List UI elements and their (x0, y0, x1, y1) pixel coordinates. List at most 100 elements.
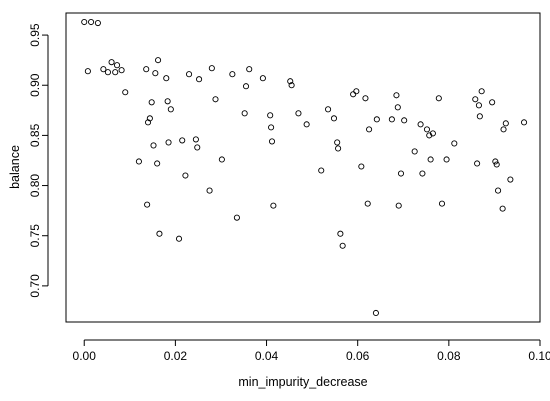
data-point (246, 66, 253, 73)
data-point (148, 99, 155, 106)
data-point (339, 242, 346, 249)
data-point (268, 138, 276, 145)
data-point (520, 119, 528, 126)
y-tick-label: 0.75 (28, 224, 42, 248)
data-point (108, 59, 115, 66)
x-axis-title: min_impurity_decrease (238, 375, 367, 389)
data-point (499, 205, 506, 212)
data-point (451, 140, 458, 147)
data-point (397, 170, 405, 177)
data-point (122, 89, 129, 96)
data-point (206, 187, 213, 194)
data-point (303, 121, 310, 128)
data-point (84, 68, 91, 75)
data-point (350, 91, 357, 98)
data-point (192, 136, 199, 143)
data-point (152, 70, 159, 77)
data-point (429, 130, 436, 137)
data-point (476, 113, 483, 120)
data-point (144, 201, 151, 208)
data-point (194, 144, 201, 151)
data-point (364, 200, 371, 207)
y-tick-label: 0.85 (28, 123, 42, 147)
data-point (270, 202, 277, 209)
y-axis-title: balance (8, 145, 22, 189)
data-point (154, 160, 161, 167)
y-tick-label: 0.70 (28, 274, 42, 298)
data-point (268, 124, 275, 131)
data-point (288, 82, 295, 89)
data-point (100, 66, 107, 73)
data-point (502, 120, 509, 127)
data-point (493, 161, 500, 168)
data-point (492, 158, 499, 165)
data-point (229, 71, 236, 78)
x-tick-label: 0.08 (437, 349, 461, 363)
data-point (337, 230, 344, 237)
data-point (475, 102, 482, 109)
data-point (372, 309, 379, 317)
data-point (334, 139, 341, 146)
data-point (218, 156, 225, 163)
data-point (287, 78, 294, 85)
data-point (112, 69, 119, 76)
data-point (427, 156, 434, 163)
y-tick-label: 0.90 (28, 73, 42, 97)
plot-box (65, 12, 541, 323)
x-tick-label: 0.06 (346, 349, 370, 363)
data-point (388, 116, 395, 123)
data-point (81, 18, 88, 26)
data-point (259, 75, 266, 82)
data-point (179, 137, 186, 144)
data-point (423, 126, 431, 133)
data-point (435, 95, 442, 102)
data-point (474, 160, 481, 167)
data-point (233, 214, 240, 221)
y-axis: 0.70 0.75 0.80 0.85 0.90 0.95 (28, 23, 49, 298)
data-point (373, 116, 380, 123)
data-point (156, 230, 163, 237)
data-point (335, 145, 342, 152)
x-axis: 0.00 0.02 0.04 0.06 0.08 0.10 (73, 339, 550, 363)
data-point (146, 115, 153, 122)
data-point (507, 176, 514, 183)
data-point (478, 88, 485, 95)
data-point (163, 75, 170, 82)
data-point (267, 112, 274, 119)
data-point (353, 88, 360, 95)
data-point (186, 71, 193, 78)
data-point (165, 139, 172, 146)
data-point (330, 115, 338, 122)
data-point (366, 126, 373, 133)
data-point (358, 163, 365, 170)
data-point (135, 158, 142, 165)
data-point (208, 65, 215, 72)
data-point (94, 19, 101, 27)
data-point (362, 95, 369, 102)
data-point (118, 67, 125, 74)
data-point (325, 106, 332, 113)
data-points (81, 18, 528, 317)
data-point (241, 110, 248, 117)
data-point (88, 18, 95, 26)
data-point (438, 200, 446, 207)
data-point (395, 202, 402, 209)
x-tick-label: 0.04 (255, 349, 279, 363)
data-point (500, 126, 507, 133)
data-point (196, 76, 203, 83)
data-point (295, 110, 302, 117)
data-point (401, 117, 408, 124)
x-tick-label: 0.02 (164, 349, 188, 363)
data-point (472, 96, 479, 103)
data-point (411, 148, 418, 155)
data-point (167, 106, 174, 113)
data-point (212, 96, 219, 103)
data-point (113, 62, 121, 69)
data-point (419, 170, 426, 177)
y-tick-label: 0.80 (28, 174, 42, 198)
data-point (318, 167, 325, 174)
data-point (417, 121, 424, 128)
data-point (143, 66, 150, 73)
data-point (489, 99, 496, 106)
